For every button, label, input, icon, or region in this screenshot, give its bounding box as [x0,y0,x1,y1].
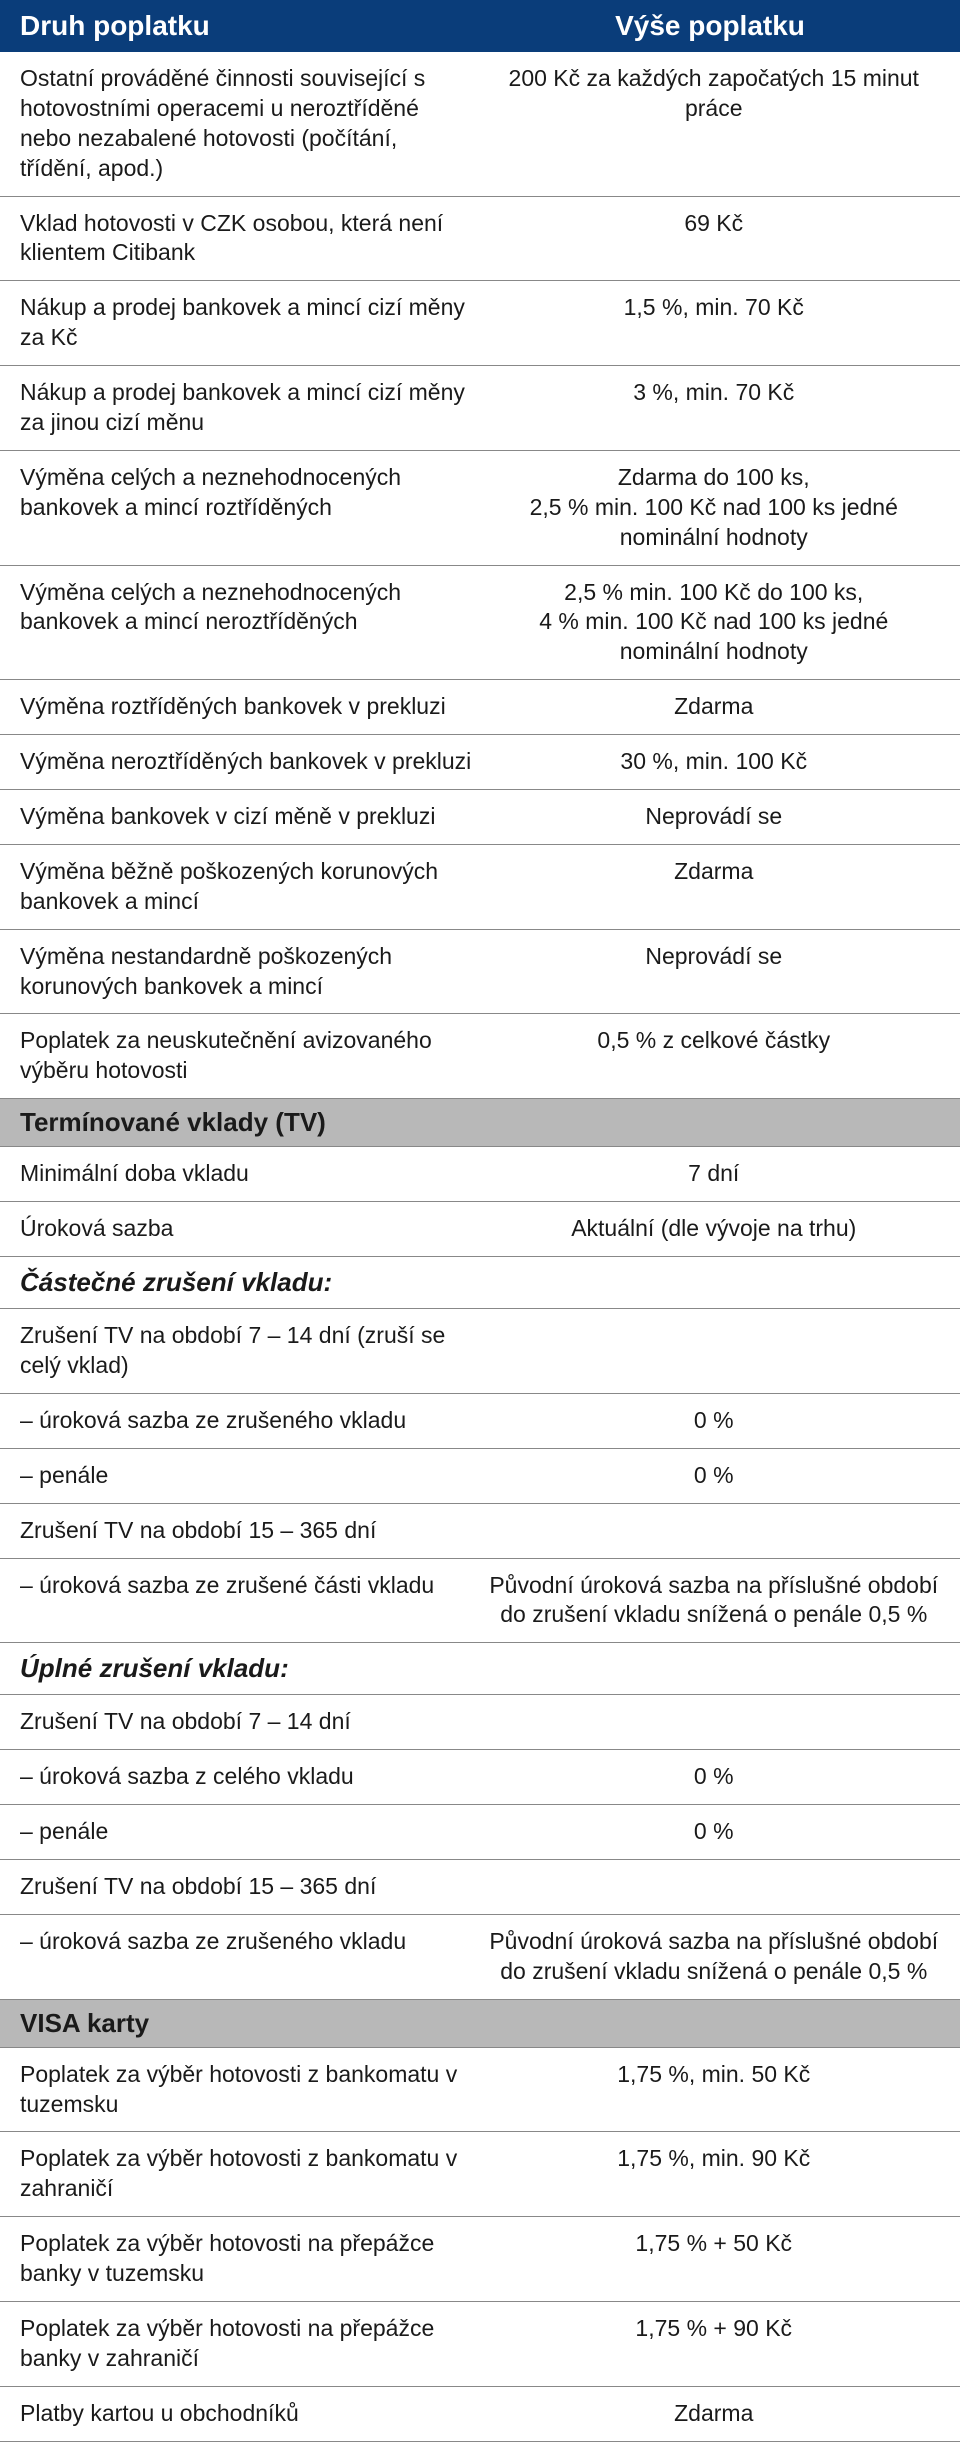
section-header: Termínované vklady (TV) [0,1099,960,1147]
table-row: – úroková sazba ze zrušeného vkladu0 % [0,1394,960,1449]
fee-amount-cell: 0 % [488,1406,941,1436]
fee-type-cell: Úroková sazba [20,1214,488,1244]
table-row: Poplatek za výběr hotovosti na přepážce … [0,2217,960,2302]
table-row: Platby kartou u obchodníkůZdarma [0,2387,960,2442]
fee-amount-cell: Původní úroková sazba na příslušné obdob… [488,1927,941,1987]
fee-type-cell: – penále [20,1817,488,1847]
fee-amount-cell: Aktuální (dle vývoje na trhu) [488,1214,941,1244]
table-row: Vklad hotovosti v CZK osobou, která není… [0,197,960,282]
table-row: Výměna celých a neznehodnocených bankove… [0,451,960,566]
fee-type-cell: Výměna běžně poškozených korunových bank… [20,857,488,917]
table-row: Výměna roztříděných bankovek v prekluziZ… [0,680,960,735]
fee-amount-cell: 1,75 % + 90 Kč [488,2314,941,2344]
table-row: – penále0 % [0,1805,960,1860]
table-row: Výměna nestandardně poškozených korunový… [0,930,960,1015]
fee-amount-cell: 69 Kč [488,209,941,239]
fee-amount-cell: Neprovádí se [488,802,941,832]
table-row: Nákup a prodej bankovek a mincí cizí měn… [0,366,960,451]
fee-type-cell: – úroková sazba ze zrušeného vkladu [20,1406,488,1436]
fee-type-cell: Výměna neroztříděných bankovek v prekluz… [20,747,488,777]
table-row: Zrušení TV na období 15 – 365 dní [0,1860,960,1915]
fee-type-cell: Platby kartou u obchodníků [20,2399,488,2429]
header-left: Druh poplatku [20,10,480,42]
fee-amount-cell: 1,75 %, min. 90 Kč [488,2144,941,2174]
fee-type-cell: Poplatek za výběr hotovosti z bankomatu … [20,2060,488,2120]
table-row: Nákup a prodej bankovek a mincí cizí měn… [0,281,960,366]
fee-type-cell: Poplatek za výběr hotovosti na přepážce … [20,2314,488,2374]
table-row: Poplatek za výběr hotovosti na přepážce … [0,2302,960,2387]
fee-amount-cell: 1,75 %, min. 50 Kč [488,2060,941,2090]
subsection-header: Úplné zrušení vkladu: [0,1643,960,1695]
fee-amount-cell: 2,5 % min. 100 Kč do 100 ks, 4 % min. 10… [488,578,941,668]
fee-type-cell: Nákup a prodej bankovek a mincí cizí měn… [20,293,488,353]
fee-type-cell: Poplatek za neuskutečnění avizovaného vý… [20,1026,488,1086]
table-row: Zrušení TV na období 15 – 365 dní [0,1504,960,1559]
fee-type-cell: Zrušení TV na období 7 – 14 dní [20,1707,488,1737]
section-header: VISA karty [0,2000,960,2048]
table-row: Výměna běžně poškozených korunových bank… [0,845,960,930]
fee-amount-cell: 30 %, min. 100 Kč [488,747,941,777]
fee-type-cell: – úroková sazba ze zrušené části vkladu [20,1571,488,1601]
fee-type-cell: Výměna celých a neznehodnocených bankove… [20,463,488,523]
fee-type-cell: Zrušení TV na období 15 – 365 dní [20,1516,488,1546]
fee-amount-cell: Původní úroková sazba na příslušné obdob… [488,1571,941,1631]
fee-type-cell: Vklad hotovosti v CZK osobou, která není… [20,209,488,269]
fee-amount-cell: 1,5 %, min. 70 Kč [488,293,941,323]
fee-type-cell: Výměna roztříděných bankovek v prekluzi [20,692,488,722]
fee-amount-cell: 0 % [488,1817,941,1847]
table-row: Zrušení TV na období 7 – 14 dní [0,1695,960,1750]
table-header: Druh poplatku Výše poplatku [0,0,960,52]
fee-type-cell: – penále [20,1461,488,1491]
table-row: – penále0 % [0,1449,960,1504]
fee-type-cell: Nákup a prodej bankovek a mincí cizí měn… [20,378,488,438]
table-row: Ostatní prováděné činnosti související s… [0,52,960,197]
fee-table: Druh poplatku Výše poplatku Ostatní prov… [0,0,960,2442]
table-row: Zrušení TV na období 7 – 14 dní (zruší s… [0,1309,960,1394]
fee-type-cell: Zrušení TV na období 7 – 14 dní (zruší s… [20,1321,488,1381]
fee-amount-cell: Zdarma [488,857,941,887]
table-row: Výměna celých a neznehodnocených bankove… [0,566,960,681]
fee-amount-cell: Zdarma do 100 ks, 2,5 % min. 100 Kč nad … [488,463,941,553]
table-row: – úroková sazba ze zrušeného vkladuPůvod… [0,1915,960,2000]
fee-type-cell: Výměna bankovek v cizí měně v prekluzi [20,802,488,832]
fee-type-cell: Zrušení TV na období 15 – 365 dní [20,1872,488,1902]
fee-type-cell: – úroková sazba z celého vkladu [20,1762,488,1792]
table-row: Minimální doba vkladu7 dní [0,1147,960,1202]
rows-container: Ostatní prováděné činnosti související s… [0,52,960,2442]
fee-type-cell: Výměna nestandardně poškozených korunový… [20,942,488,1002]
table-row: Poplatek za neuskutečnění avizovaného vý… [0,1014,960,1099]
table-row: – úroková sazba z celého vkladu0 % [0,1750,960,1805]
fee-type-cell: Výměna celých a neznehodnocených bankove… [20,578,488,638]
fee-amount-cell: 0,5 % z celkové částky [488,1026,941,1056]
fee-amount-cell: Neprovádí se [488,942,941,972]
fee-type-cell: Minimální doba vkladu [20,1159,488,1189]
fee-amount-cell: 200 Kč za každých započatých 15 minut pr… [488,64,941,124]
table-row: Úroková sazbaAktuální (dle vývoje na trh… [0,1202,960,1257]
fee-amount-cell: Zdarma [488,2399,941,2429]
fee-type-cell: Poplatek za výběr hotovosti na přepážce … [20,2229,488,2289]
fee-type-cell: Ostatní prováděné činnosti související s… [20,64,488,184]
table-row: Výměna neroztříděných bankovek v prekluz… [0,735,960,790]
fee-amount-cell: 0 % [488,1762,941,1792]
table-row: Poplatek za výběr hotovosti z bankomatu … [0,2048,960,2133]
table-row: – úroková sazba ze zrušené části vkladuP… [0,1559,960,1644]
fee-amount-cell: 3 %, min. 70 Kč [488,378,941,408]
table-row: Poplatek za výběr hotovosti z bankomatu … [0,2132,960,2217]
table-row: Výměna bankovek v cizí měně v prekluziNe… [0,790,960,845]
fee-amount-cell: 0 % [488,1461,941,1491]
fee-type-cell: – úroková sazba ze zrušeného vkladu [20,1927,488,1957]
header-right: Výše poplatku [480,10,940,42]
fee-amount-cell: 1,75 % + 50 Kč [488,2229,941,2259]
fee-amount-cell: Zdarma [488,692,941,722]
fee-amount-cell: 7 dní [488,1159,941,1189]
fee-type-cell: Poplatek za výběr hotovosti z bankomatu … [20,2144,488,2204]
subsection-header: Částečné zrušení vkladu: [0,1257,960,1309]
